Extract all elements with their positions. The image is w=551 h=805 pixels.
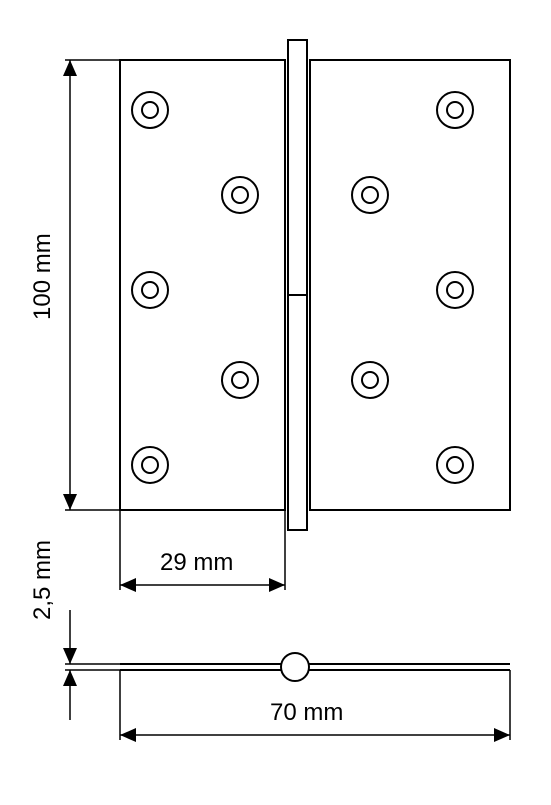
dim-height-label: 100 mm [29,233,56,320]
hinge-technical-drawing: 100 mm 29 mm 2,5 mm 70 mm [0,0,551,805]
dim-full-width-label: 70 mm [270,699,343,726]
dim-leaf-width-label: 29 mm [160,549,233,576]
dim-thickness-label: 2,5 mm [29,540,56,620]
